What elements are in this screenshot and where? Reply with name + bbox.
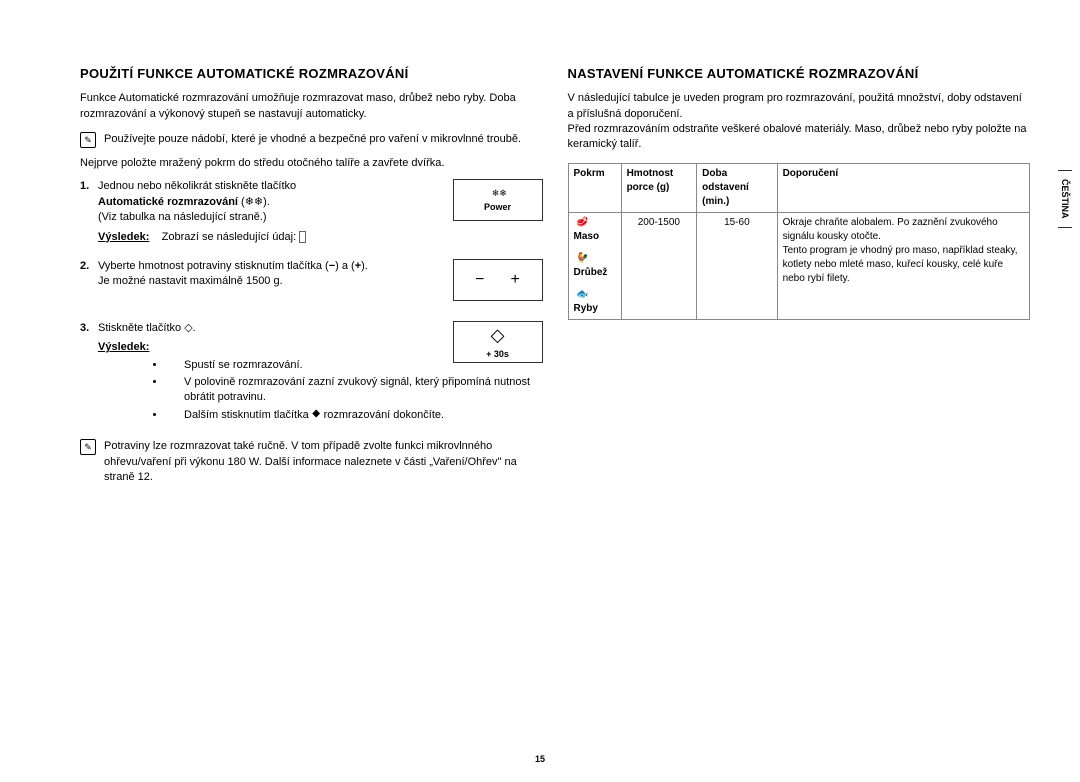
th-food: Pokrm (568, 163, 621, 212)
step-2: 2. − + Vyberte hmotnost potraviny stiskn… (80, 259, 543, 307)
step1-result: Zobrazí se následující údaj: (162, 231, 297, 243)
step-1: 1. ❄❄ Power Jednou nebo několikrát stisk… (80, 179, 543, 245)
right-intro: V následující tabulce je uveden program … (568, 91, 1031, 153)
time-cell: 15-60 (697, 212, 777, 319)
step3-result-label: Výsledek: (98, 341, 149, 353)
note-1-text: Používejte pouze nádobí, které je vhodné… (104, 132, 521, 148)
th-rec: Doporučení (777, 163, 1029, 212)
step2-c: ). (361, 260, 368, 272)
step1-result-label: Výsledek: (98, 231, 149, 243)
step2-sub: Je možné nastavit maximálně 1500 g. (98, 275, 283, 287)
box1-label: Power (484, 201, 511, 214)
step1-b: (Viz tabulka na následující straně.) (98, 211, 267, 223)
display-box-2: − + (453, 259, 543, 301)
defrost-table: Pokrm Hmotnost porce (g) Doba odstavení … (568, 163, 1031, 320)
th-time: Doba odstavení (min.) (697, 163, 777, 212)
meat-icon: 🥩 (574, 216, 592, 230)
poultry-icon: 🐓 (574, 252, 592, 266)
step2-a: Vyberte hmotnost potraviny stisknutím tl… (98, 260, 329, 272)
result-bullets: Spustí se rozmrazování. V polovině rozmr… (148, 358, 543, 424)
start-icon: ◇ (491, 323, 505, 348)
note-icon: ✎ (80, 439, 96, 455)
left-heading: POUŽITÍ FUNKCE AUTOMATICKÉ ROZMRAZOVÁNÍ (80, 65, 543, 83)
th-weight: Hmotnost porce (g) (621, 163, 697, 212)
language-tab: ČEŠTINA (1058, 170, 1072, 228)
bullet-1: V polovině rozmrazování zazní zvukový si… (166, 375, 543, 406)
step-3: 3. ◇ + 30s Stiskněte tlačítko ◇. Výslede… (80, 321, 543, 425)
left-intro: Funkce Automatické rozmrazování umožňuje… (80, 91, 543, 122)
step1-a: Jednou nebo několikrát stiskněte tlačítk… (98, 180, 296, 192)
plus-icon: + (511, 269, 520, 291)
fish-icon: 🐟 (574, 288, 592, 302)
right-heading: NASTAVENÍ FUNKCE AUTOMATICKÉ ROZMRAZOVÁN… (568, 65, 1031, 83)
food-cell: 🥩 Maso 🐓 Drůbež 🐟 Ryby (568, 212, 621, 319)
minus-icon: − (475, 269, 484, 291)
step1-bold: Automatické rozmrazování (98, 196, 238, 208)
svg-text:❄❄: ❄❄ (491, 188, 506, 198)
bullet-0: Spustí se rozmrazování. (166, 358, 543, 373)
step2-b: ) a ( (335, 260, 355, 272)
left-column: POUŽITÍ FUNKCE AUTOMATICKÉ ROZMRAZOVÁNÍ … (80, 65, 543, 493)
page-number: 15 (535, 754, 545, 764)
note-1: ✎ Používejte pouze nádobí, které je vhod… (80, 132, 543, 148)
right-column: NASTAVENÍ FUNKCE AUTOMATICKÉ ROZMRAZOVÁN… (568, 65, 1031, 493)
note-icon: ✎ (80, 132, 96, 148)
step3-a: Stiskněte tlačítko (98, 322, 181, 334)
note-2-text: Potraviny lze rozmrazovat také ručně. V … (104, 439, 543, 485)
weight-cell: 200-1500 (621, 212, 697, 319)
pre-steps: Nejprve položte mražený pokrm do středu … (80, 156, 543, 171)
defrost-icon: ❄❄ (489, 187, 507, 201)
bullet-2: Dalším stisknutím tlačítka ⯁ rozmrazován… (166, 408, 543, 423)
note-2: ✎ Potraviny lze rozmrazovat také ručně. … (80, 439, 543, 485)
rec-cell: Okraje chraňte alobalem. Po zaznění zvuk… (777, 212, 1029, 319)
display-box-3: ◇ + 30s (453, 321, 543, 363)
display-box-1: ❄❄ Power (453, 179, 543, 221)
